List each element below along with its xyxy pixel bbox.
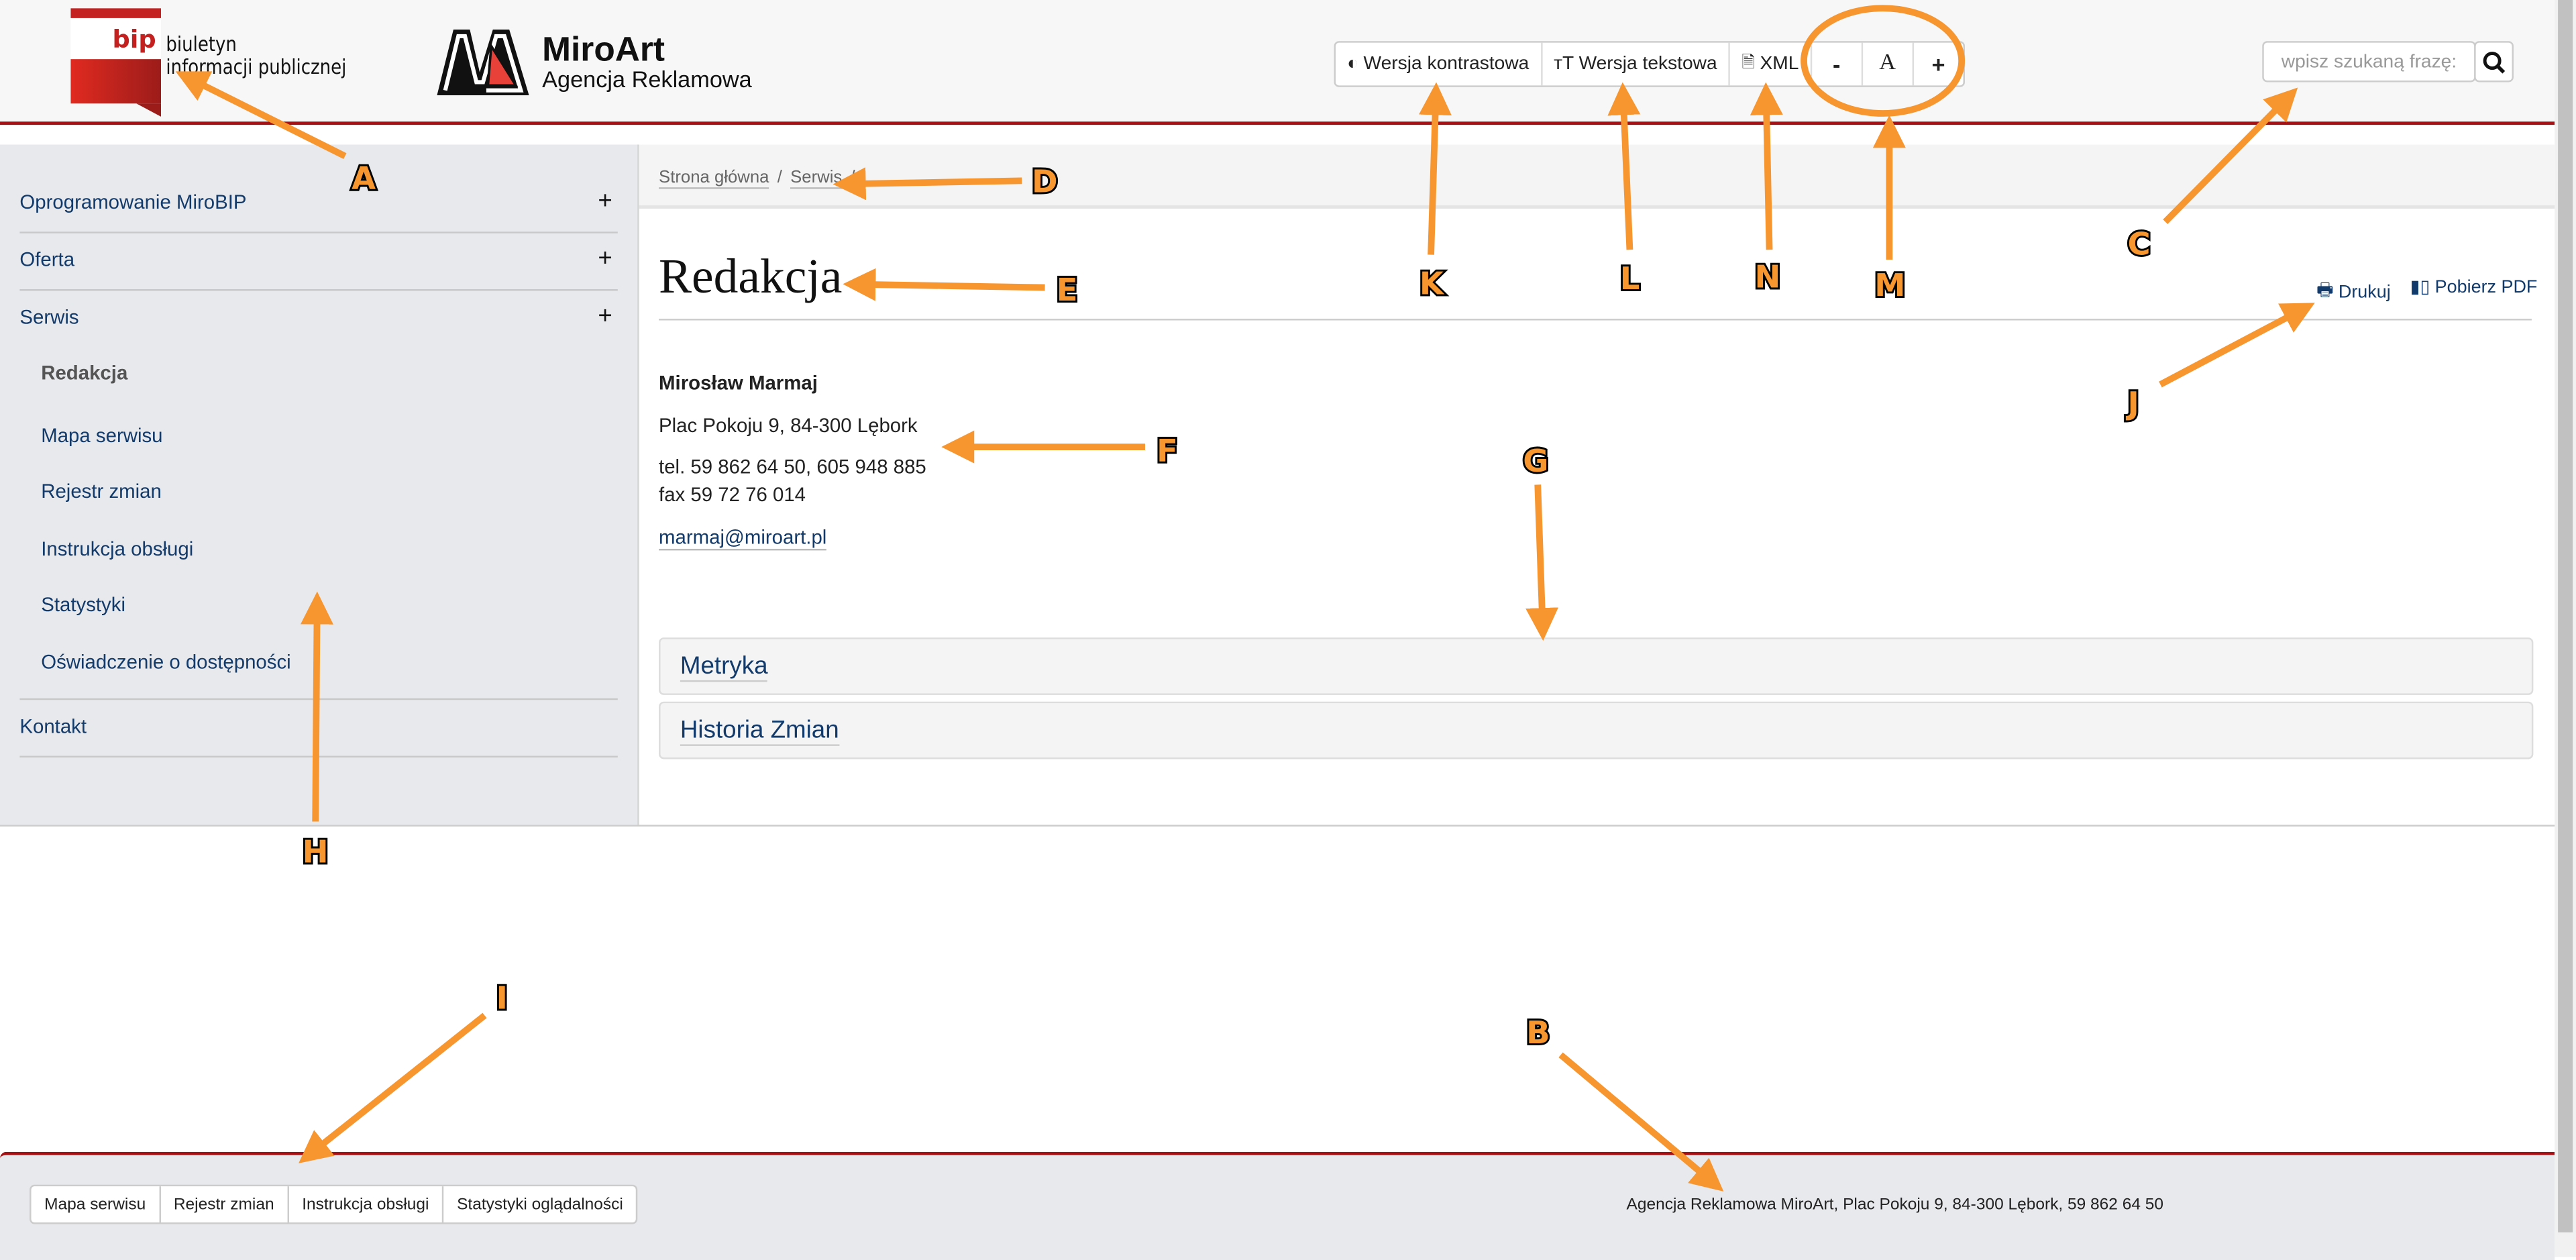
contact-fax: fax 59 72 76 014 [659, 483, 806, 507]
annotation-label-h: H [303, 834, 329, 870]
annotation-arrow-i [299, 1012, 487, 1163]
contrast-label: Wersja kontrastowa [1363, 54, 1529, 74]
accessibility-toolbar: ◐ Wersja kontrastowa ᴛT Wersja tekstowa 🗎 X… [1334, 41, 1965, 87]
annotation-label-b: B [1526, 1014, 1550, 1051]
expand-icon[interactable]: + [598, 302, 612, 331]
sidebar-subitem-oswiadczenie[interactable]: Oświadczenie o dostępności [41, 650, 291, 674]
annotation-label-n: N [1755, 259, 1781, 295]
contact-address: Plac Pokoju 9, 84-300 Lębork [659, 414, 918, 437]
annotation-label-c: C [2127, 226, 2150, 262]
printer-icon: 🖶 [2316, 280, 2334, 301]
contact-phone: tel. 59 862 64 50, 605 948 885 [659, 455, 926, 478]
print-label: Drukuj [2338, 282, 2391, 302]
history-panel[interactable]: Historia Zmian [659, 701, 2534, 759]
divider [19, 289, 618, 291]
annotation-label-l: L [1620, 260, 1640, 297]
breadcrumb: Strona główna / Serwis / [639, 144, 2555, 209]
sidebar-subitem-mapa[interactable]: Mapa serwisu [41, 423, 163, 448]
annotation-arrow-g [1525, 484, 1559, 641]
miroart-logo[interactable] [431, 23, 536, 102]
divider [19, 231, 618, 233]
font-decrease-button[interactable]: - [1812, 42, 1863, 86]
brand-subtitle: Agencja Reklamowa [542, 65, 752, 93]
breadcrumb-separator: / [850, 167, 855, 188]
font-normal-button[interactable]: A [1863, 42, 1914, 86]
text-version-button[interactable]: ᴛT Wersja tekstowa [1542, 42, 1731, 86]
annotation-arrow-e [843, 268, 1045, 301]
annotation-label-i: I [496, 980, 508, 1016]
search-icon [2483, 50, 2506, 73]
content-separator [0, 825, 2555, 827]
file-code-icon: 🗎 [1741, 53, 1756, 72]
copy-file-icon: ▮▯ [2410, 277, 2430, 298]
text-size-icon: ᴛT [1554, 54, 1574, 74]
footer-link-rejestr[interactable]: Rejestr zmian [160, 1186, 289, 1223]
sidebar-subitem-redakcja[interactable]: Redakcja [41, 361, 128, 385]
download-pdf-button[interactable]: ▮▯ Pobierz PDF [2410, 276, 2538, 298]
sidebar-item-oferta[interactable]: Oferta [19, 248, 75, 272]
sidebar: Oprogramowanie MiroBIP + Oferta + Serwis… [0, 144, 639, 825]
divider [19, 755, 618, 757]
bip-title: biuletyn informacji publicznej [166, 31, 347, 79]
page-title: Redakcja [659, 250, 843, 305]
expand-icon[interactable]: + [598, 187, 612, 215]
contrast-icon: ◐ [1347, 54, 1359, 74]
footer-link-statystyki[interactable]: Statystyki oglądalności [457, 1195, 623, 1214]
annotation-label-f: F [1157, 433, 1178, 469]
footer-link-mapa[interactable]: Mapa serwisu [32, 1186, 161, 1223]
contact-email-link[interactable]: marmaj@miroart.pl [659, 526, 827, 551]
sidebar-item-serwis[interactable]: Serwis [19, 305, 79, 329]
contact-name: Mirosław Marmaj [659, 371, 818, 395]
font-increase-button[interactable]: + [1931, 50, 1945, 78]
xml-label: XML [1760, 54, 1799, 74]
footer-links: Mapa serwisu Rejestr zmian Instrukcja ob… [30, 1184, 638, 1224]
divider [19, 698, 618, 700]
sidebar-item-kontakt[interactable]: Kontakt [19, 715, 87, 738]
brand-name: MiroArt [542, 31, 665, 69]
search-input[interactable]: wpisz szukaną frazę: [2262, 41, 2476, 83]
metryka-panel[interactable]: Metryka [659, 637, 2534, 695]
bip-logo[interactable]: bip [70, 8, 162, 117]
annotation-label-k: K [1419, 265, 1445, 301]
sidebar-item-oprogramowanie[interactable]: Oprogramowanie MiroBIP [19, 191, 247, 214]
breadcrumb-serwis[interactable]: Serwis [790, 168, 843, 189]
expand-icon[interactable]: + [598, 244, 612, 273]
annotation-label-e: E [1057, 272, 1078, 308]
sidebar-subitem-rejestr[interactable]: Rejestr zmian [41, 480, 162, 503]
divider [659, 319, 2532, 321]
breadcrumb-home[interactable]: Strona główna [659, 168, 769, 189]
xml-button[interactable]: 🗎 XML [1730, 42, 1812, 86]
sidebar-subitem-instrukcja[interactable]: Instrukcja obsługi [41, 537, 194, 561]
text-version-label: Wersja tekstowa [1578, 54, 1717, 74]
breadcrumb-separator: / [777, 167, 782, 188]
annotation-label-j: J [2125, 385, 2139, 421]
print-button[interactable]: 🖶 Drukuj [2316, 276, 2391, 307]
sidebar-subitem-statystyki[interactable]: Statystyki [41, 593, 126, 617]
footer-link-instrukcja[interactable]: Instrukcja obsługi [289, 1186, 444, 1223]
search-button[interactable] [2474, 41, 2514, 83]
svg-text:bip: bip [112, 25, 156, 54]
annotation-label-m: M [1874, 267, 1905, 303]
header [0, 0, 2555, 125]
pdf-label: Pobierz PDF [2434, 276, 2538, 297]
contrast-version-button[interactable]: ◐ Wersja kontrastowa [1336, 42, 1542, 86]
history-label: Historia Zmian [680, 717, 839, 746]
annotation-label-g: G [1523, 443, 1548, 479]
metryka-label: Metryka [680, 652, 768, 682]
footer-address: Agencja Reklamowa MiroArt, Plac Pokoju 9… [1626, 1196, 2163, 1214]
scrollbar-thumb[interactable] [2558, 0, 2573, 1232]
